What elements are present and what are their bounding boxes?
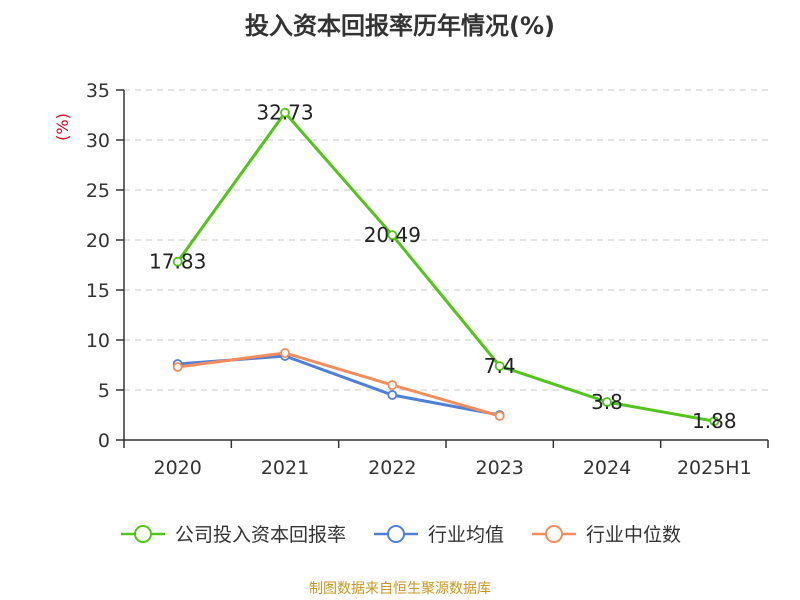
legend-marker-company <box>120 524 165 543</box>
data-point-s2-2021 <box>280 348 290 358</box>
x-tick-label-2024: 2024 <box>583 457 631 479</box>
legend-label-company: 公司投入资本回报率 <box>174 524 346 546</box>
legend-label-industry-median: 行业中位数 <box>586 524 682 546</box>
data-label-2023: 7.4 <box>484 354 516 378</box>
data-point-s0-2024 <box>602 397 612 407</box>
data-point-s0-2020 <box>172 256 183 267</box>
data-label-2022: 20.49 <box>364 223 421 247</box>
legend-item-company[interactable]: 公司投入资本回报率 <box>119 520 346 547</box>
data-labels: 17.83 32.73 20.49 7.4 3.8 1.88 <box>149 101 737 434</box>
data-point-s0-2023 <box>494 361 505 371</box>
series-line-2 <box>176 351 502 418</box>
legend-item-industry-median[interactable]: 行业中位数 <box>530 520 681 547</box>
data-label-2025H1: 1.88 <box>692 409 737 433</box>
data-point-s0-2025H1 <box>709 416 720 427</box>
series-line-0 <box>176 111 716 423</box>
x-tick-label-2022: 2022 <box>368 457 416 479</box>
data-label-2024: 3.8 <box>591 390 623 414</box>
legend: 公司投入资本回报率 行业均值 行业中位数 <box>0 520 800 547</box>
legend-label-industry-mean: 行业均值 <box>427 524 504 546</box>
legend-marker-industry-mean <box>373 524 418 543</box>
series-line-1 <box>176 354 502 417</box>
y-tick-label-15: 15 <box>86 280 110 302</box>
data-point-s2-2023 <box>494 411 505 421</box>
data-label-2021: 32.73 <box>256 101 313 125</box>
x-tick-label-2020: 2020 <box>153 457 201 479</box>
legend-marker-industry-median <box>532 524 576 543</box>
data-label-2020: 17.83 <box>149 250 206 274</box>
series-lines <box>172 107 720 427</box>
x-tick-label-2025H1: 2025H1 <box>677 457 752 479</box>
data-point-s0-2022 <box>387 230 398 241</box>
data-point-s2-2020 <box>172 362 183 372</box>
y-axis-label: (%) <box>53 113 72 141</box>
y-tick-label-35: 35 <box>86 80 110 102</box>
source-note: 制图数据来自恒生聚源数据库 <box>309 581 491 597</box>
chart-title: 投入资本回报率历年情况(%) <box>245 12 555 40</box>
legend-item-industry-mean[interactable]: 行业均值 <box>372 520 504 547</box>
x-tick-label-2023: 2023 <box>475 457 523 479</box>
data-point-s0-2021 <box>280 107 290 118</box>
y-tick-label-5: 5 <box>98 380 110 402</box>
y-tick-label-20: 20 <box>86 230 110 252</box>
data-point-s1-2022 <box>387 390 398 400</box>
y-tick-label-10: 10 <box>86 330 110 352</box>
data-point-s2-2022 <box>387 380 398 390</box>
axes: 0 5 10 15 20 25 30 35 2020 2021 2022 2023 2024 2025H1… <box>53 80 769 479</box>
grid-lines <box>124 89 768 391</box>
y-tick-label-25: 25 <box>86 180 110 202</box>
x-tick-label-2021: 2021 <box>261 457 309 479</box>
y-tick-label-0: 0 <box>98 430 110 452</box>
y-tick-label-30: 30 <box>86 130 110 152</box>
